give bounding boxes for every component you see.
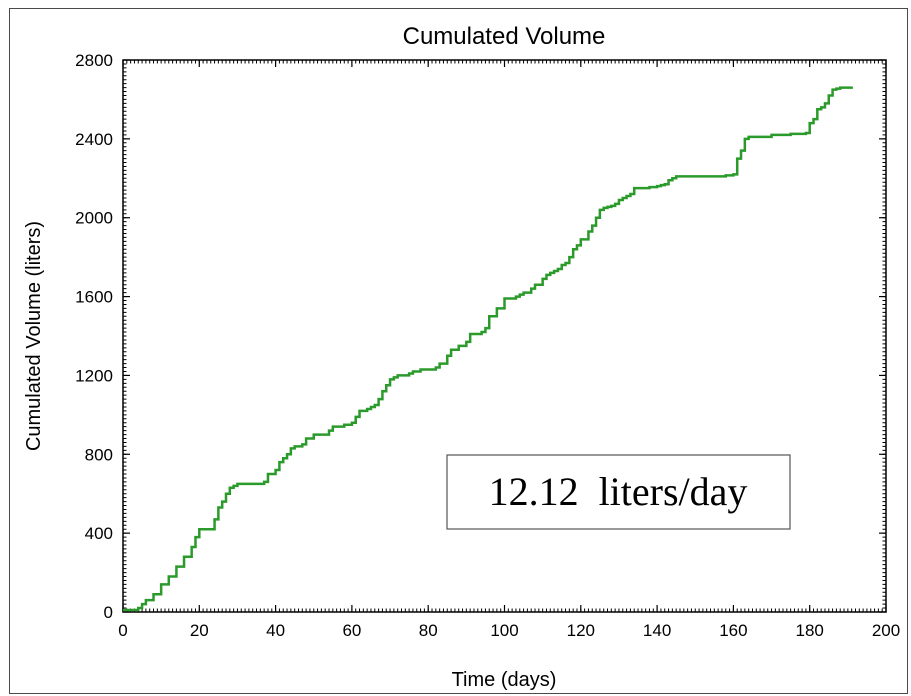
x-tick-label: 140: [643, 621, 671, 640]
y-tick-label: 2000: [75, 209, 113, 228]
x-tick-label: 20: [190, 621, 209, 640]
chart-canvas: Cumulated Volume 04008001200160020002400…: [23, 23, 900, 691]
y-tick-label: 400: [85, 524, 113, 543]
x-tick-label: 80: [419, 621, 438, 640]
x-tick-label: 180: [796, 621, 824, 640]
x-axis-ticks: 0 20 40 60 80 100 120 140 160 180 200: [118, 60, 900, 640]
y-tick-label: 1200: [75, 366, 113, 385]
y-tick-label: 2400: [75, 130, 113, 149]
chart-frame: Cumulated Volume 0 400 800 1200 1600 2000 2400…: [9, 8, 908, 694]
x-tick-label: 200: [872, 621, 900, 640]
x-tick-label: 120: [567, 621, 595, 640]
x-tick-label: 100: [490, 621, 518, 640]
x-axis-title: Time (days): [452, 669, 557, 691]
y-tick-label: 2800: [75, 51, 113, 70]
plot-area-border: [122, 59, 887, 613]
x-tick-label: 60: [342, 621, 361, 640]
cumulated-volume-line: [123, 86, 853, 612]
rate-annotation-box: [446, 454, 791, 530]
chart-title: Cumulated Volume: [403, 23, 606, 50]
rate-annotation: 12.12 liters/day: [446, 454, 791, 530]
x-tick-label: 0: [118, 621, 127, 640]
y-axis-ticks: 0 400 800 1200 1600 2000 2400 2800: [75, 51, 886, 622]
rate-annotation-text: 12.12 liters/day: [489, 469, 748, 514]
x-tick-label: 160: [719, 621, 747, 640]
y-tick-label: 1600: [75, 288, 113, 307]
x-tick-label: 40: [266, 621, 285, 640]
y-tick-label: 0: [104, 603, 113, 622]
y-axis-title: Cumulated Volume (liters): [23, 221, 45, 451]
y-tick-label: 800: [85, 445, 113, 464]
